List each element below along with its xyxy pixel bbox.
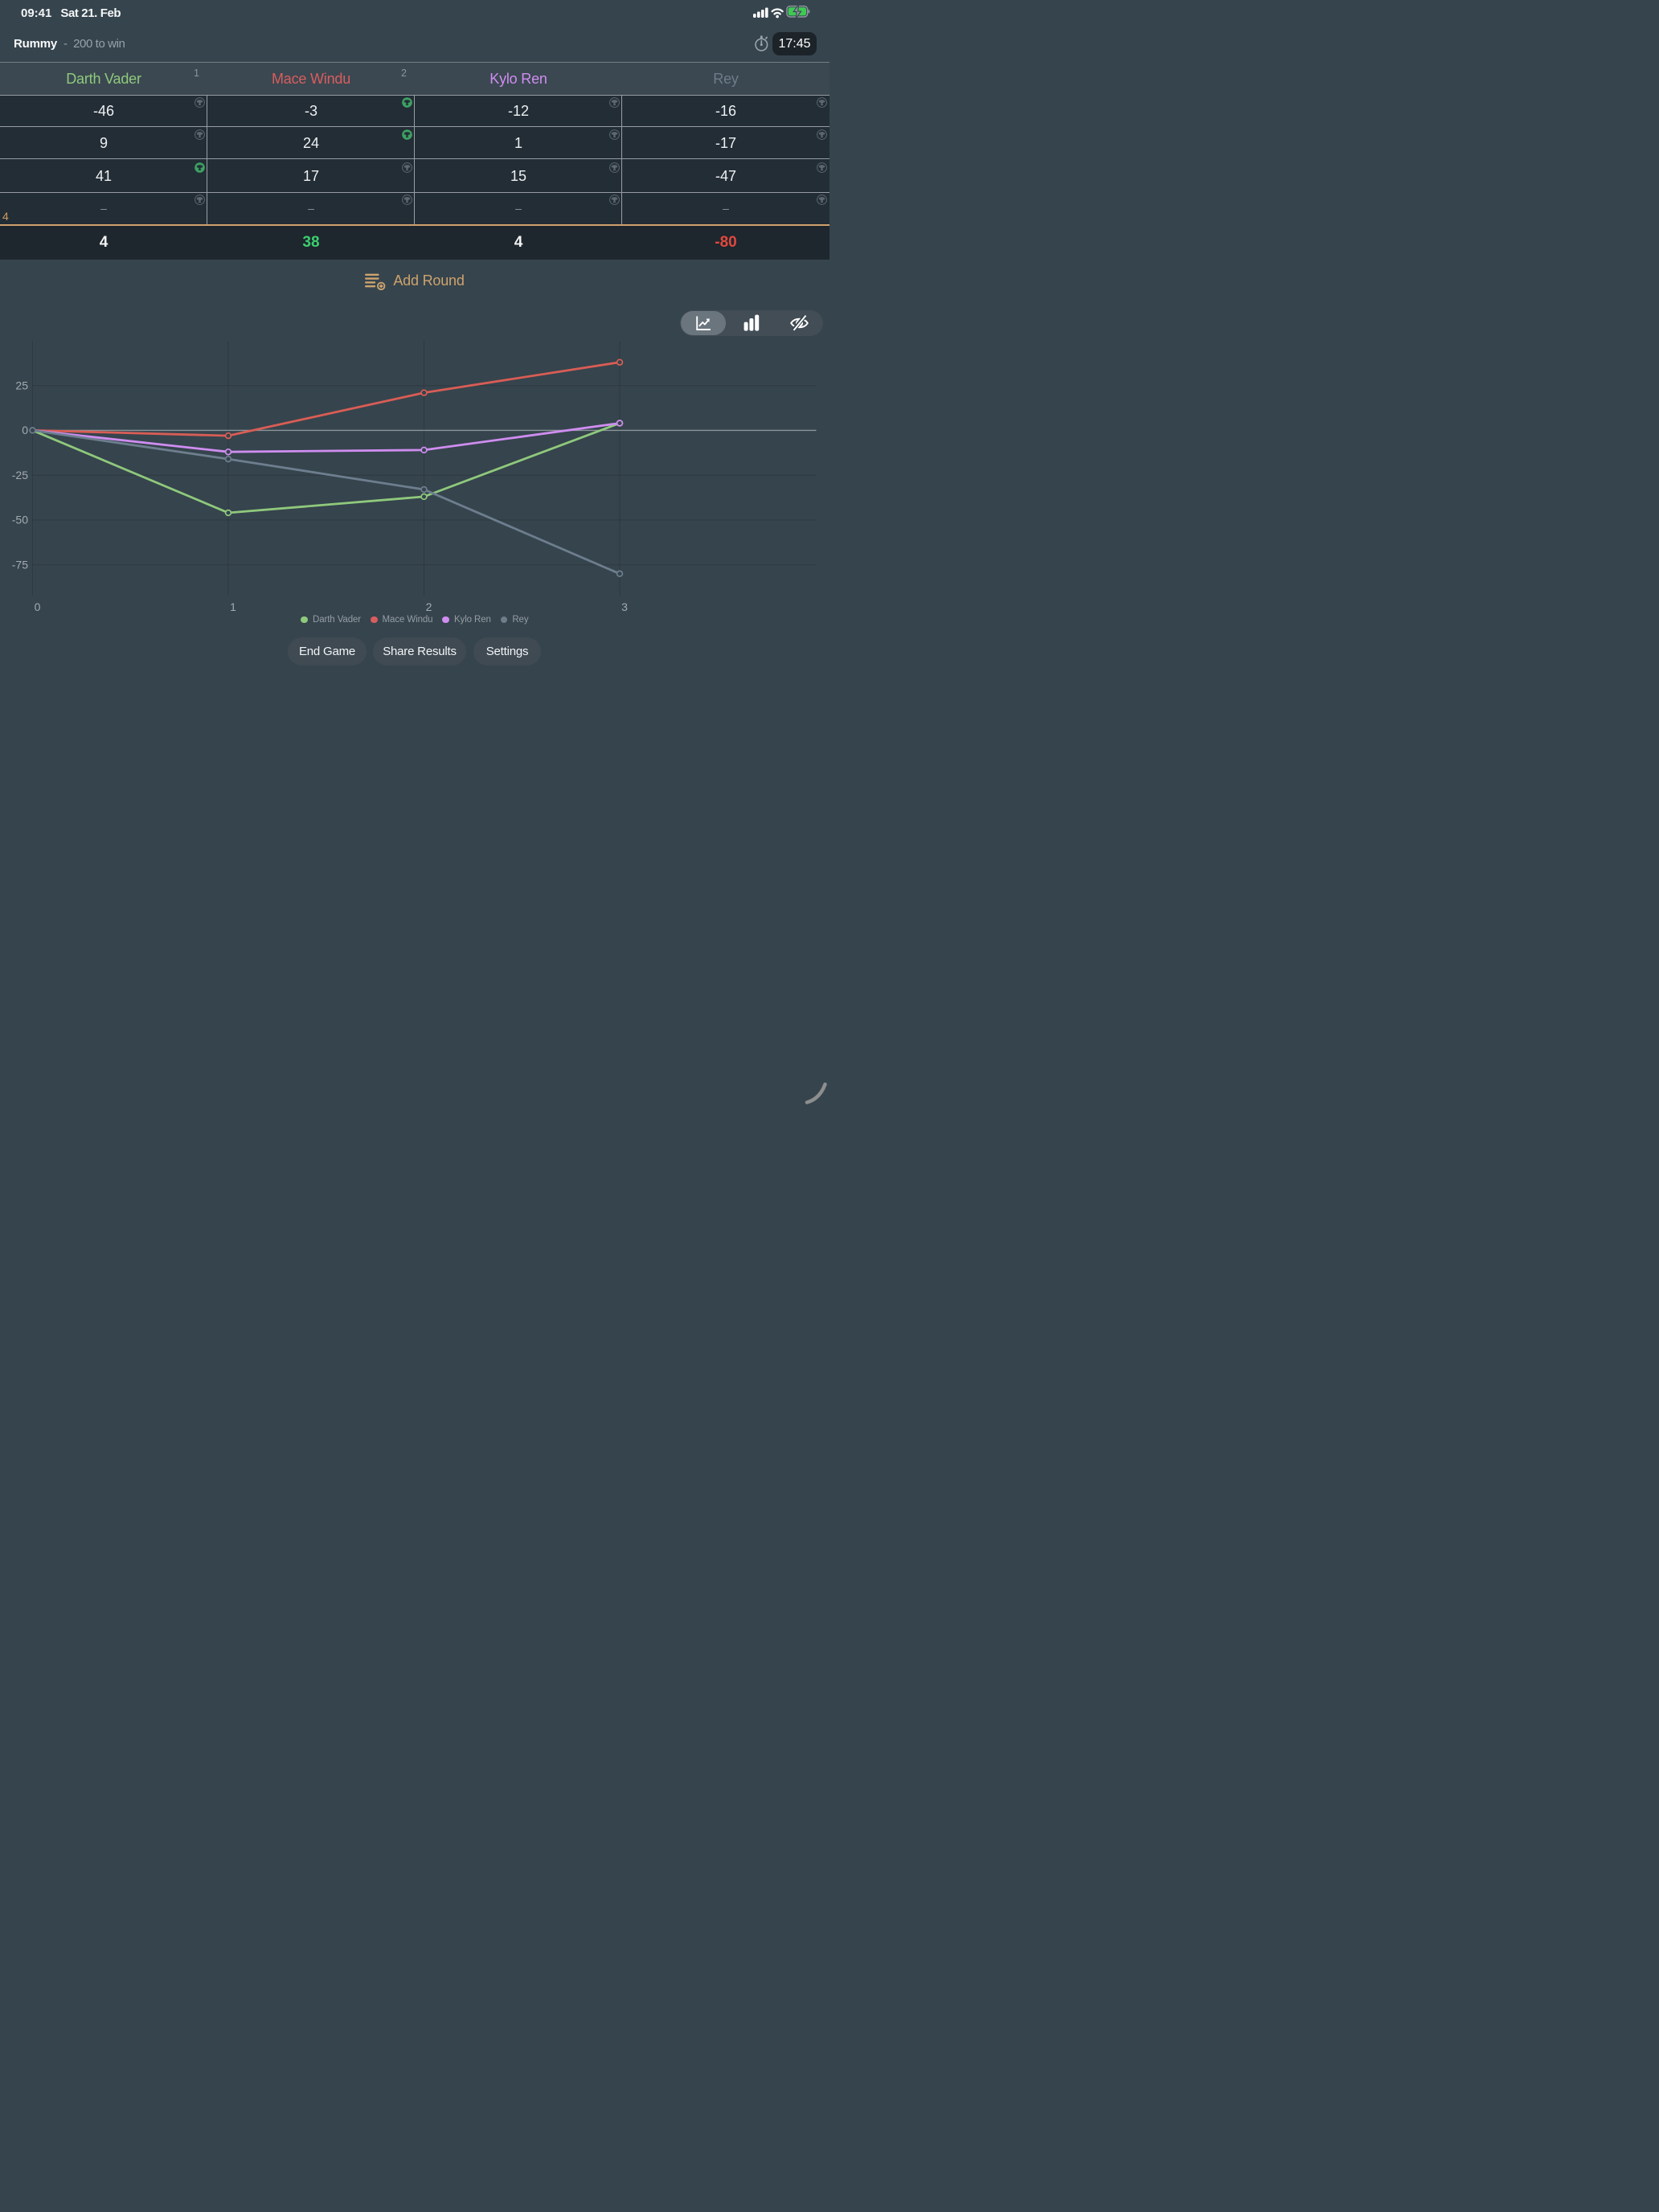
svg-text:-25: -25 [12, 469, 28, 481]
svg-text:-50: -50 [12, 514, 28, 526]
svg-text:-75: -75 [12, 559, 28, 571]
svg-text:25: 25 [15, 379, 28, 392]
svg-text:3: 3 [621, 600, 628, 613]
svg-text:1: 1 [230, 600, 236, 613]
svg-text:0: 0 [35, 600, 41, 613]
svg-text:0: 0 [22, 424, 28, 436]
svg-text:2: 2 [426, 600, 432, 613]
